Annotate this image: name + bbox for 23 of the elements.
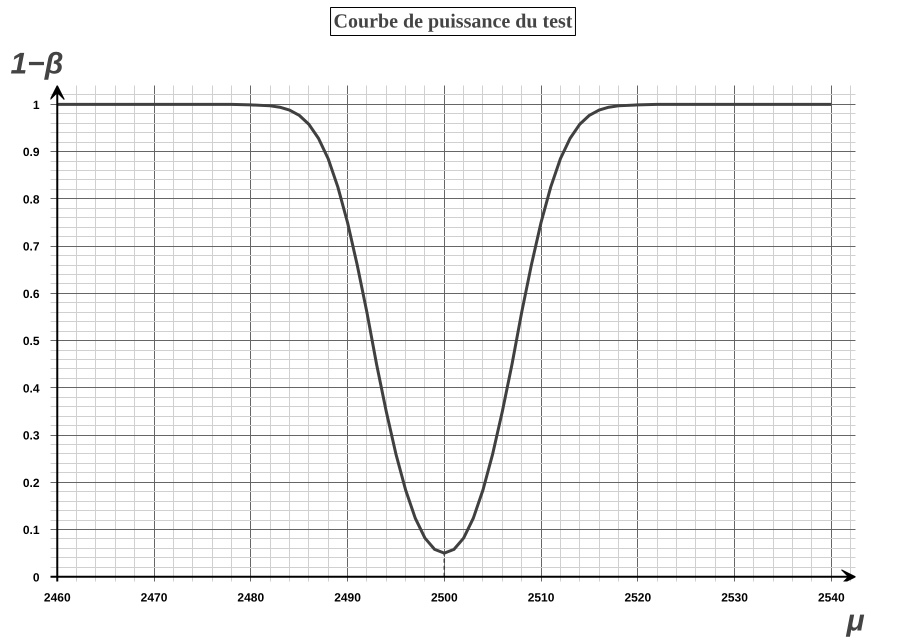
y-tick-label: 0.9 — [22, 145, 40, 160]
chart-title: Courbe de puissance du test — [334, 10, 573, 32]
x-tick-label: 2530 — [721, 590, 748, 604]
y-axis-title: 1−β — [10, 48, 64, 80]
x-tick-label: 2500 — [430, 590, 458, 604]
y-tick-label: 0.5 — [22, 334, 40, 348]
x-tick-label: 2510 — [528, 590, 555, 604]
y-tick-label: 0.3 — [22, 428, 40, 443]
y-tick-label: 0.7 — [22, 240, 40, 254]
x-tick-label: 2540 — [818, 590, 845, 604]
y-tick-label: 0 — [32, 570, 40, 584]
x-axis-title: μ — [845, 604, 865, 638]
y-tick-label: 0.1 — [22, 523, 40, 538]
x-tick-label: 2470 — [140, 590, 168, 604]
x-tick-label: 2460 — [44, 590, 71, 604]
x-tick-label: 2520 — [624, 590, 652, 604]
y-tick-label: 0.8 — [22, 192, 40, 206]
y-tick-label: 0.6 — [22, 286, 40, 301]
x-tick-label: 2490 — [334, 590, 362, 604]
y-tick-label: 1 — [32, 98, 40, 112]
y-tick-label: 0.2 — [22, 476, 40, 490]
y-tick-label: 0.4 — [22, 381, 40, 396]
x-tick-label: 2480 — [237, 590, 264, 604]
